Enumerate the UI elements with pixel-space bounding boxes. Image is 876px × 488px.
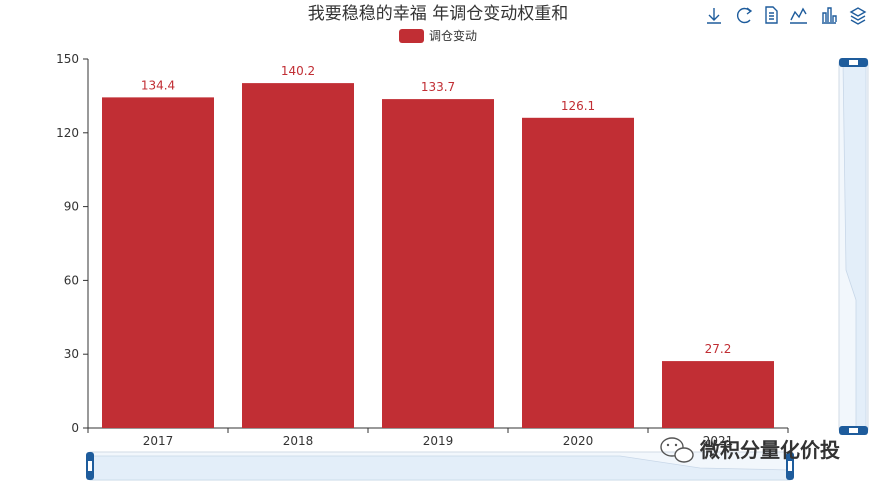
toolbox [707, 6, 867, 25]
y-tick-label: 90 [64, 200, 79, 214]
bar-series [102, 83, 774, 429]
vertical-zoom-handle-bottom[interactable] [839, 426, 868, 435]
bar-2017[interactable] [102, 97, 214, 428]
data-labels: 134.4 140.2 133.7 126.1 27.2 [141, 64, 732, 356]
y-tick-label: 60 [64, 273, 79, 287]
bar-2021[interactable] [662, 361, 774, 428]
y-axis-ticks: 0 30 60 90 120 150 [56, 52, 88, 435]
refresh-icon[interactable] [736, 7, 753, 24]
legend-label[interactable]: 调仓变动 [429, 28, 477, 43]
x-tick-label: 2018 [283, 434, 314, 448]
data-view-icon[interactable] [765, 6, 778, 24]
y-tick-label: 120 [56, 126, 79, 140]
download-icon[interactable] [707, 8, 721, 24]
line-chart-icon[interactable] [790, 7, 807, 24]
data-label-2019: 133.7 [421, 80, 455, 94]
bar-2019[interactable] [382, 99, 494, 429]
y-tick-label: 30 [64, 347, 79, 361]
data-label-2018: 140.2 [281, 64, 315, 78]
watermark: 微积分量化价投 [660, 437, 840, 463]
horizontal-zoom-handle-right[interactable] [786, 452, 794, 480]
bar-2018[interactable] [242, 83, 354, 428]
wechat-icon [660, 437, 694, 463]
chart-title: 我要稳稳的幸福 年调仓变动权重和 [308, 4, 568, 24]
legend[interactable]: 调仓变动 [399, 28, 477, 43]
x-tick-label: 2019 [423, 434, 454, 448]
x-tick-label: 2017 [143, 434, 174, 448]
x-tick-label: 2020 [563, 434, 594, 448]
bar-2020[interactable] [522, 117, 634, 428]
data-label-2021: 27.2 [705, 342, 732, 356]
legend-swatch[interactable] [399, 29, 424, 43]
x-tick-label: 2021 [703, 434, 734, 448]
horizontal-zoom-slider[interactable] [86, 451, 794, 481]
data-label-2020: 126.1 [561, 99, 595, 113]
vertical-zoom-handle-top[interactable] [839, 58, 868, 67]
vertical-zoom-slider[interactable] [838, 58, 869, 435]
data-label-2017: 134.4 [141, 78, 175, 92]
y-tick-label: 150 [56, 52, 79, 66]
stack-icon[interactable] [849, 7, 867, 25]
watermark-text: 微积分量化价投 [699, 438, 840, 462]
x-axis-ticks: 2017 2018 2019 2020 2021 [87, 428, 789, 448]
bar-chart-icon[interactable] [822, 7, 837, 24]
horizontal-zoom-handle-left[interactable] [86, 452, 94, 480]
y-tick-label: 0 [71, 421, 79, 435]
